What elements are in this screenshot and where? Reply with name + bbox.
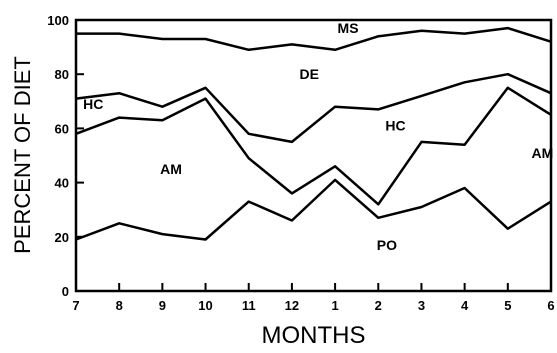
region-label-po: PO (377, 237, 397, 253)
y-tick-label: 40 (55, 176, 69, 191)
region-label-am: AM (160, 161, 182, 177)
y-tick-label: 0 (62, 284, 69, 299)
x-tick-label: 8 (116, 298, 123, 313)
x-tick-label: 10 (198, 298, 212, 313)
y-tick-label: 20 (55, 230, 69, 245)
x-tick-label: 6 (547, 298, 554, 313)
x-tick-label: 2 (375, 298, 382, 313)
x-tick-label: 9 (159, 298, 166, 313)
x-tick-label: 7 (72, 298, 79, 313)
region-labels: MS DE HC HC AM AM PO (83, 20, 553, 253)
region-label-am: AM (531, 145, 553, 161)
boundary-line-2 (75, 86, 552, 206)
y-tick-label: 100 (47, 13, 69, 28)
region-label-hc: HC (83, 96, 103, 112)
x-axis-ticks: 7 8 9 10 11 12 1 2 3 4 5 6 (72, 283, 555, 313)
y-axis-ticks: 0 20 40 60 80 100 (47, 13, 84, 299)
region-label-hc: HC (385, 118, 405, 134)
boundary-line-3 (75, 72, 552, 144)
plot-frame (74, 18, 553, 293)
y-tick-label: 60 (55, 121, 69, 136)
x-tick-label: 1 (331, 298, 338, 313)
boundary-line-4 (76, 26, 552, 52)
x-tick-label: 5 (504, 298, 511, 313)
x-tick-label: 11 (242, 298, 256, 313)
region-label-de: DE (299, 66, 318, 82)
region-label-ms: MS (338, 20, 359, 36)
x-tick-label: 3 (418, 298, 425, 313)
boundary-lines (75, 26, 552, 241)
x-axis-title: MONTHS (262, 322, 366, 349)
x-tick-label: 12 (285, 298, 299, 313)
x-tick-label: 4 (461, 298, 469, 313)
boundary-line-1 (75, 178, 552, 241)
y-tick-label: 80 (55, 67, 69, 82)
y-axis-title: PERCENT OF DIET (10, 56, 35, 254)
